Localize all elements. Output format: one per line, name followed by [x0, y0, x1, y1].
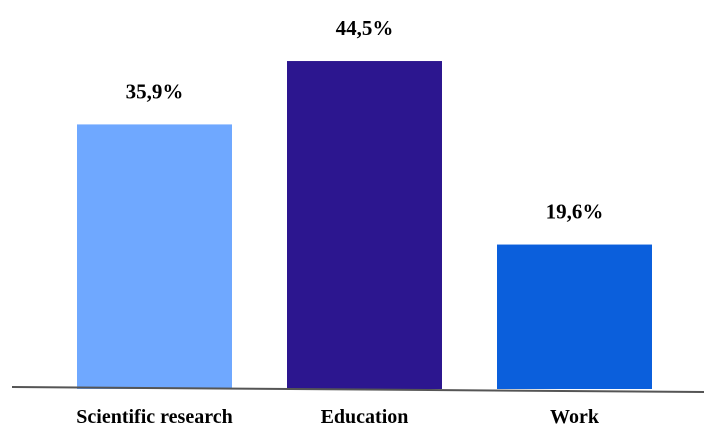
value-label-education: 44,5% — [336, 16, 394, 40]
bar-scientific-research — [77, 124, 232, 390]
bars-group — [77, 61, 652, 390]
value-labels-group: 35,9% 44,5% 19,6% — [126, 16, 604, 224]
bar-education — [287, 61, 442, 389]
category-label-education: Education — [321, 406, 409, 428]
category-labels-group: Scientific research Education Work — [76, 406, 600, 428]
value-label-work: 19,6% — [546, 200, 604, 224]
category-label-work: Work — [550, 406, 600, 428]
x-axis-line — [11, 386, 704, 393]
value-label-scientific-research: 35,9% — [126, 79, 184, 103]
bar-work — [497, 244, 652, 389]
category-label-scientific-research: Scientific research — [76, 406, 232, 428]
